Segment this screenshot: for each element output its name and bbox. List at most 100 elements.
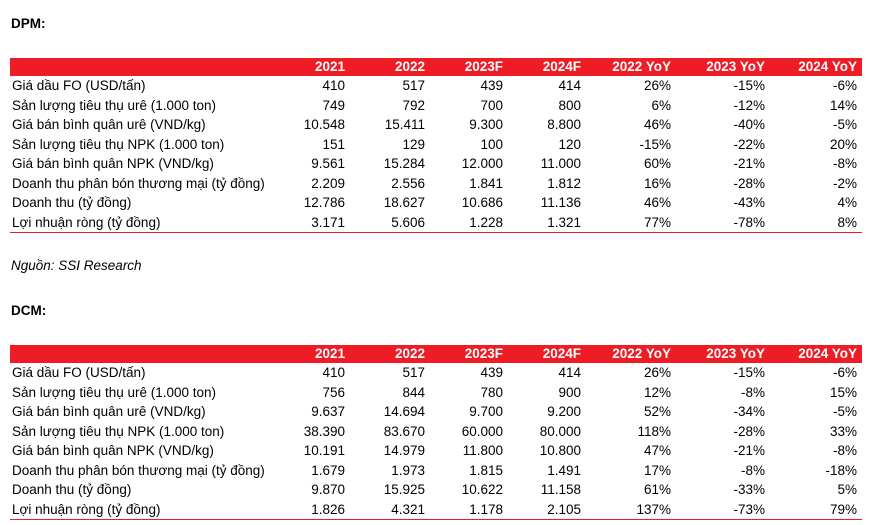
table-cell: 100 [480, 136, 503, 152]
table-cell: 439 [480, 78, 503, 93]
table-cell: 410 [322, 365, 345, 380]
table-header-row: 2021 2022 2023F 2024F 2022 YoY 2023 YoY 2024 Y… [10, 58, 862, 76]
table-cell: 17% [643, 462, 671, 478]
table-cell: -2% [832, 175, 857, 191]
table-cell: 900 [558, 384, 581, 400]
table-row: Giá bán bình quân urê (VND/kg) 9.637 14.69… [10, 402, 862, 422]
table-cell: -28% [733, 423, 765, 439]
table-cell: 2.105 [508, 499, 586, 520]
table-cell: 9.700 [469, 404, 503, 419]
table-cell: 15% [829, 384, 857, 400]
table-cell: 15.284 [383, 156, 425, 171]
table-cell: -15% [639, 136, 671, 152]
row-label: Sản lượng tiêu thụ urê (1.000 ton) [12, 384, 217, 400]
table-cell: -40% [733, 117, 765, 132]
column-header: 2024 YoY [770, 345, 862, 363]
table-cell: 439 [480, 365, 503, 380]
table-header-row: 2021 2022 2023F 2024F 2022 YoY 2023 YoY 2024 Y… [10, 345, 862, 363]
column-header [10, 58, 272, 76]
table-cell: 61% [643, 482, 671, 497]
table-cell: 1.841 [469, 175, 503, 191]
table-cell: 1.679 [311, 462, 345, 478]
column-header: 2024F [508, 345, 586, 363]
table-cell: 1.826 [272, 499, 350, 520]
table-cell: 151 [322, 136, 345, 152]
row-label: Giá dầu FO (USD/tấn) [12, 365, 146, 380]
row-label: Lợi nhuận ròng (tỷ đồng) [10, 212, 272, 233]
table-cell: 11.136 [540, 195, 581, 210]
table-cell: -21% [733, 443, 765, 458]
table-cell: 10.800 [539, 443, 581, 458]
table-row: Lợi nhuận ròng (tỷ đồng) 1.826 4.321 1.178 2… [10, 499, 862, 520]
table-cell: 1.812 [547, 175, 581, 191]
table-cell: 60.000 [461, 423, 503, 439]
table-cell: 137% [586, 499, 676, 520]
table-cell: -22% [733, 136, 765, 152]
table-row: Sản lượng tiêu thụ NPK (1.000 ton) 38.390… [10, 422, 862, 442]
table-cell: -6% [832, 365, 857, 380]
table-cell: -78% [676, 212, 770, 233]
table-cell: -8% [740, 384, 765, 400]
table-cell: 756 [322, 384, 345, 400]
table-cell: 14.694 [383, 404, 425, 419]
dpm-section-title: DPM: [11, 16, 46, 31]
column-header: 2022 YoY [586, 345, 676, 363]
table-cell: 1.228 [430, 212, 508, 233]
table-cell: 15.925 [383, 482, 425, 497]
table-row: Giá bán bình quân urê (VND/kg) 10.548 15.4… [10, 115, 862, 135]
table-cell: 5% [837, 482, 857, 497]
table-cell: 4.321 [350, 499, 430, 520]
table-cell: 120 [558, 136, 581, 152]
table-cell: 118% [637, 423, 671, 439]
table-cell: -5% [832, 117, 857, 132]
table-cell: -8% [740, 462, 765, 478]
table-cell: -8% [832, 156, 857, 171]
table-row: Giá dầu FO (USD/tấn) 410 517 439 414 26% -15% -… [10, 363, 862, 383]
table-cell: 1.815 [469, 462, 503, 478]
column-header: 2022 YoY [586, 58, 676, 76]
table-cell: -28% [733, 175, 765, 191]
table-cell: 52% [643, 404, 671, 419]
dcm-table: 2021 2022 2023F 2024F 2022 YoY 2023 YoY 2024 Y… [10, 345, 862, 520]
row-label: Sản lượng tiêu thụ NPK (1.000 ton) [12, 136, 225, 152]
table-cell: 5.606 [350, 212, 430, 233]
table-cell: 14% [829, 97, 857, 113]
row-label: Giá bán bình quân urê (VND/kg) [12, 117, 206, 132]
table-cell: 80.000 [539, 423, 581, 439]
row-label: Giá bán bình quân NPK (VND/kg) [12, 443, 214, 458]
table-cell: 414 [558, 365, 581, 380]
table-cell: 410 [322, 78, 345, 93]
table-cell: -12% [733, 97, 765, 113]
table-cell: 20% [829, 136, 857, 152]
table-cell: 83.670 [383, 423, 425, 439]
row-label: Giá bán bình quân urê (VND/kg) [12, 404, 206, 419]
dcm-section-title: DCM: [11, 303, 47, 318]
table-cell: 749 [322, 97, 345, 113]
table-cell: -73% [676, 499, 770, 520]
table-cell: 10.686 [461, 195, 503, 210]
table-cell: 11.158 [540, 482, 581, 497]
table-cell: 11.800 [462, 443, 503, 458]
column-header: 2021 [272, 345, 350, 363]
table-cell: -5% [832, 404, 857, 419]
table-cell: 792 [402, 97, 425, 113]
table-row: Sản lượng tiêu thụ NPK (1.000 ton) 151 129… [10, 135, 862, 155]
table-cell: 38.390 [303, 423, 345, 439]
table-cell: 9.300 [469, 117, 503, 132]
table-cell: 6% [651, 97, 671, 113]
table-row: Giá dầu FO (USD/tấn) 410 517 439 414 26% -15% -… [10, 76, 862, 96]
table-cell: 517 [402, 365, 425, 380]
table-cell: 10.622 [461, 482, 503, 497]
table-cell: -8% [832, 443, 857, 458]
table-cell: 77% [586, 212, 676, 233]
column-header: 2023 YoY [676, 345, 770, 363]
table-cell: 8.800 [547, 117, 581, 132]
source-note: Nguồn: SSI Research [11, 258, 142, 273]
row-label: Doanh thu (tỷ đồng) [12, 195, 132, 210]
table-cell: 800 [558, 97, 581, 113]
table-row: Giá bán bình quân NPK (VND/kg) 9.561 15.28… [10, 154, 862, 174]
table-row: Doanh thu (tỷ đồng) 9.870 15.925 10.622 11.1… [10, 480, 862, 500]
table-row: Doanh thu phân bón thương mại (tỷ đồng) 2… [10, 174, 862, 194]
table-cell: 33% [829, 423, 857, 439]
table-cell: -34% [733, 404, 765, 419]
